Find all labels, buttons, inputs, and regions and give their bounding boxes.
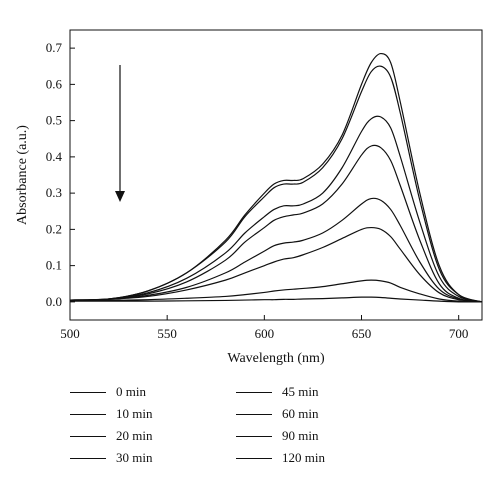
series-line-45-min <box>69 197 483 303</box>
legend-swatch <box>70 413 106 415</box>
legend-swatch <box>236 391 272 393</box>
y-tick-label: 0.0 <box>46 294 62 309</box>
plot-frame <box>69 29 483 321</box>
absorbance-chart: 500 550 600 650 7000.00.10.20.30.40.50.60.7 … <box>15 29 483 366</box>
legend-item: 45 min <box>236 382 318 402</box>
y-tick-label: 0.3 <box>46 185 62 200</box>
legend-swatch <box>236 435 272 437</box>
y-tick-label: 0.5 <box>46 113 62 128</box>
series-line-120-min <box>69 296 483 303</box>
legend-swatch <box>70 457 106 459</box>
x-tick-label: 500 <box>60 326 80 341</box>
legend-item: 20 min <box>70 426 152 446</box>
legend-item: 120 min <box>236 448 325 468</box>
legend-item: 90 min <box>236 426 318 446</box>
chart-legend: 0 min 10 min 20 min 30 min 45 min 60 min 90 mi… <box>70 382 400 482</box>
y-tick-label: 0.4 <box>46 149 63 164</box>
legend-item: 30 min <box>70 448 152 468</box>
legend-swatch <box>70 391 106 393</box>
series-line-60-min <box>69 226 483 303</box>
legend-label: 10 min <box>116 406 153 421</box>
legend-item: 0 min <box>70 382 146 402</box>
arrow-head <box>115 191 125 202</box>
y-tick-label: 0.1 <box>46 258 62 273</box>
legend-label: 20 min <box>116 428 153 443</box>
legend-item: 10 min <box>70 404 152 424</box>
legend-swatch <box>70 435 106 437</box>
y-axis-title: Absorbance (a.u.) <box>15 125 30 225</box>
legend-label: 0 min <box>116 384 146 399</box>
legend-label: 120 min <box>282 450 325 465</box>
x-tick-label: 550 <box>157 326 177 341</box>
y-tick-label: 0.7 <box>46 40 63 55</box>
legend-item: 60 min <box>236 404 318 424</box>
series-lines <box>69 52 483 303</box>
x-tick-label: 650 <box>352 326 372 341</box>
legend-swatch <box>236 413 272 415</box>
legend-label: 60 min <box>282 406 319 421</box>
legend-label: 30 min <box>116 450 153 465</box>
legend-swatch <box>236 457 272 459</box>
decreasing-arrow <box>115 65 125 202</box>
series-line-10-min <box>69 65 483 303</box>
legend-label: 45 min <box>282 384 319 399</box>
series-line-0-min <box>69 52 483 303</box>
y-tick-label: 0.6 <box>46 76 63 91</box>
x-axis-title: Wavelength (nm) <box>227 351 325 366</box>
y-tick-label: 0.2 <box>46 221 62 236</box>
legend-label: 90 min <box>282 428 319 443</box>
series-line-90-min <box>69 279 483 303</box>
axis-ticks: 500 550 600 650 700 0.0 0.1 0.2 0.3 0.4 0.5 0.6 0.7 <box>46 40 469 341</box>
series-line-30-min <box>69 144 483 303</box>
series-line-20-min <box>69 115 483 303</box>
x-tick-label: 700 <box>449 326 469 341</box>
x-tick-label: 600 <box>255 326 275 341</box>
